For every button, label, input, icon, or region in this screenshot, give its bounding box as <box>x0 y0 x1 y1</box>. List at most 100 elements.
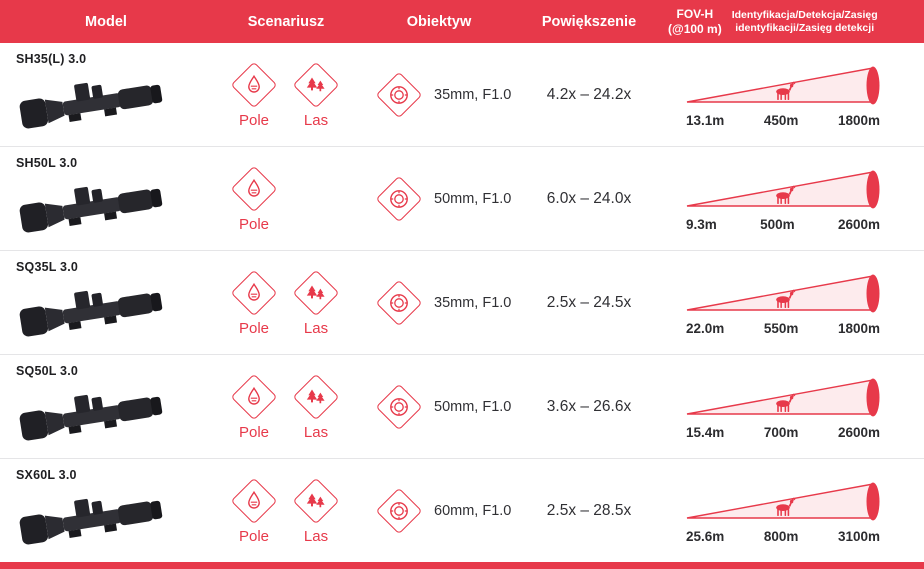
magnification-cell: 3.6x – 26.6x <box>518 398 660 416</box>
droplet-icon <box>248 386 260 405</box>
scenario-pole: Pole <box>226 476 282 545</box>
field-icon <box>229 372 279 422</box>
magnification-value: 2.5x – 28.5x <box>546 501 632 519</box>
fov-numbers: 15.4m 700m 2600m <box>686 425 880 440</box>
fov-wedge <box>686 67 874 103</box>
table-row: SQ50L 3.0 Pole <box>0 355 924 459</box>
col-header-magnification: Powiększenie <box>541 13 637 30</box>
lens-spec: 35mm, F1.0 <box>434 86 512 103</box>
scenario-cell: Pole Las <box>212 60 360 129</box>
scenario-label: Las <box>303 320 329 337</box>
fov-diagram <box>686 66 880 105</box>
droplet-icon <box>248 178 260 197</box>
detection-ellipse <box>866 274 880 313</box>
fov-value: 13.1m <box>686 113 725 128</box>
scenario-label: Pole <box>238 112 270 129</box>
fov-numbers: 9.3m 500m 2600m <box>686 217 880 232</box>
col-header-lens: Obiektyw <box>406 13 472 30</box>
col-header-fov: FOV-H (@100 m) <box>668 7 722 36</box>
lens-cell: 50mm, F1.0 <box>360 382 518 432</box>
lens-spec: 60mm, F1.0 <box>434 502 512 519</box>
lens-icon <box>374 382 424 432</box>
scope-image <box>19 186 163 233</box>
model-name: SX60L 3.0 <box>16 468 77 482</box>
model-cell: SQ50L 3.0 <box>0 355 212 458</box>
detection-ellipse <box>866 378 880 417</box>
table-row: SX60L 3.0 Pole <box>0 459 924 562</box>
identification-range: 800m <box>763 529 799 544</box>
fov-numbers: 22.0m 550m 1800m <box>686 321 880 336</box>
objective-lens-icon <box>390 189 408 208</box>
detection-range: 1800m <box>837 113 880 128</box>
field-icon <box>229 164 279 214</box>
deer-icon <box>776 289 796 308</box>
field-icon <box>229 60 279 110</box>
scenario-pole: Pole <box>226 268 282 337</box>
fov-wedge <box>686 483 874 519</box>
lens-spec: 50mm, F1.0 <box>434 190 512 207</box>
forest-icon <box>291 372 341 422</box>
table-header: Model Scenariusz Obiektyw Powiększenie F… <box>0 0 924 43</box>
lens-spec: 50mm, F1.0 <box>434 398 512 415</box>
scenario-pole: Pole <box>226 164 282 233</box>
lens-spec: 35mm, F1.0 <box>434 294 512 311</box>
fov-diagram <box>686 378 880 417</box>
detection-ellipse <box>866 482 880 521</box>
droplet-icon <box>248 74 260 93</box>
fov-value: 22.0m <box>686 321 725 336</box>
lens-icon <box>374 70 424 120</box>
magnification-cell: 6.0x – 24.0x <box>518 190 660 208</box>
objective-lens-icon <box>390 293 408 312</box>
fov-diagram <box>686 482 880 521</box>
identification-range: 700m <box>763 425 799 440</box>
magnification-value: 4.2x – 24.2x <box>546 85 632 103</box>
fov-diagram <box>686 274 880 313</box>
scope-image <box>19 498 163 545</box>
fov-value: 9.3m <box>686 217 717 232</box>
model-name: SQ35L 3.0 <box>16 260 79 274</box>
lens-cell: 50mm, F1.0 <box>360 174 518 224</box>
trees-icon <box>306 389 325 404</box>
table-row: SQ35L 3.0 Pole <box>0 251 924 355</box>
magnification-cell: 4.2x – 24.2x <box>518 86 660 104</box>
col-header-fov-ranges: FOV-H (@100 m) Identyfikacja/Detekcja/Za… <box>660 7 924 35</box>
lens-cell: 60mm, F1.0 <box>360 486 518 536</box>
scenario-cell: Pole <box>212 164 360 233</box>
field-icon <box>229 268 279 318</box>
identification-range: 550m <box>763 321 799 336</box>
deer-icon <box>776 81 796 100</box>
lens-cell: 35mm, F1.0 <box>360 278 518 328</box>
detection-ellipse <box>866 66 880 105</box>
magnification-value: 6.0x – 24.0x <box>546 189 632 207</box>
scenario-cell: Pole Las <box>212 268 360 337</box>
model-name: SH35(L) 3.0 <box>16 52 87 66</box>
identification-range: 500m <box>760 217 795 232</box>
scenario-pole: Pole <box>226 60 282 129</box>
fov-cell: 15.4m 700m 2600m <box>660 373 924 440</box>
model-name: SQ50L 3.0 <box>16 364 79 378</box>
trees-icon <box>306 77 325 92</box>
table-rows: SH35(L) 3.0 Pole <box>0 43 924 562</box>
fov-numbers: 13.1m 450m 1800m <box>686 113 880 128</box>
fov-cell: 13.1m 450m 1800m <box>660 61 924 128</box>
droplet-icon <box>248 490 260 509</box>
fov-wedge <box>686 275 874 311</box>
trees-icon <box>306 493 325 508</box>
fov-diagram <box>686 170 880 209</box>
scenario-label: Pole <box>238 320 270 337</box>
fov-cell: 9.3m 500m 2600m <box>660 165 924 232</box>
forest-icon <box>291 60 341 110</box>
scenario-las: Las <box>288 372 344 441</box>
model-cell: SX60L 3.0 <box>0 459 212 562</box>
fov-wedge <box>686 379 874 415</box>
scope-image <box>19 394 163 441</box>
scenario-label: Las <box>303 528 329 545</box>
scope-image <box>19 82 163 129</box>
deer-icon <box>776 497 796 516</box>
model-cell: SH35(L) 3.0 <box>0 43 212 146</box>
fov-value: 25.6m <box>686 529 725 544</box>
magnification-value: 3.6x – 26.6x <box>546 397 632 415</box>
fov-cell: 25.6m 800m 3100m <box>660 477 924 544</box>
footer-bar <box>0 562 924 569</box>
